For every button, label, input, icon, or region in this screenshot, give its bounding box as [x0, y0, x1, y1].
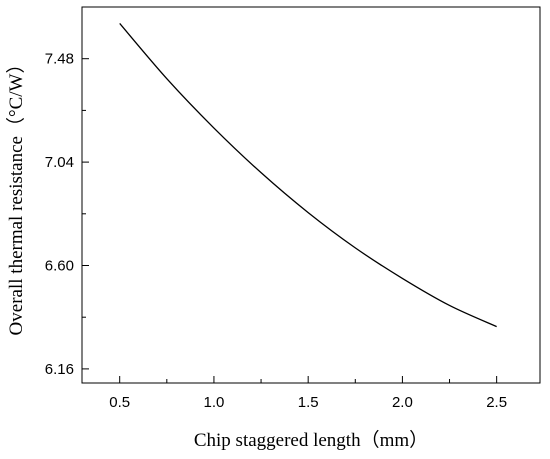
y-tick-label: 7.48 — [45, 51, 74, 68]
plot-frame — [81, 6, 541, 384]
x-tick-label: 1.5 — [298, 394, 319, 411]
y-axis-ticks: 6.16 6.60 7.04 7.48 — [45, 51, 89, 378]
y-tick-label: 6.60 — [45, 258, 74, 275]
y-axis-title: Overall thermal resistance（°C/W） — [5, 55, 27, 336]
x-axis-title: Chip staggered length（mm） — [194, 429, 428, 451]
y-tick-label: 6.16 — [45, 361, 74, 378]
x-tick-label: 1.0 — [204, 394, 225, 411]
x-tick-label: 2.0 — [392, 394, 413, 411]
x-tick-label: 2.5 — [486, 394, 507, 411]
series-line — [119, 23, 497, 328]
x-axis-ticks: 0.5 1.0 1.5 2.0 2.5 — [109, 376, 507, 411]
y-tick-label: 7.04 — [45, 154, 74, 171]
x-tick-label: 0.5 — [109, 394, 130, 411]
